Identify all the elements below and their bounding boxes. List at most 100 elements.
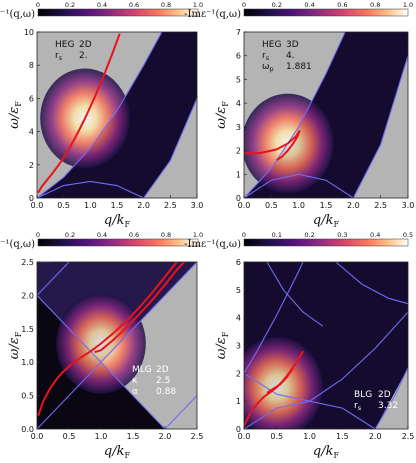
annotation-label-main: HEG [262, 40, 281, 50]
annotation-label: rs [262, 51, 270, 62]
colorbar: 0 0.1 0.2 0.3 0.4 0.5 -Imε⁻¹(q,ω) [184, 231, 413, 250]
annotation-label: rs [55, 51, 63, 62]
colorbar-tick-label: 1.0 [403, 1, 413, 9]
y-axis-label: ω/εF [214, 101, 230, 129]
colorbar-tick-label: 0.4 [97, 231, 107, 239]
x-tick-label: 2.5 [164, 201, 177, 210]
colorbar-tick-label: 0.2 [304, 231, 314, 239]
annotation-value: 2. [79, 51, 88, 61]
continuum-boundary-line [143, 98, 197, 198]
y-tick-label: 3 [236, 342, 241, 351]
colorbar-tick-label: 0.2 [65, 231, 75, 239]
annotation-label-main: HEG [55, 40, 74, 50]
y-tick-label: 0 [29, 194, 34, 203]
continuum-boundary-line [244, 32, 346, 198]
continuum-boundary-line [37, 32, 163, 198]
x-tick-label: 2.5 [402, 432, 415, 441]
colorbar-tick-label: 0 [242, 1, 246, 9]
plasmon-dispersion-line-lower [94, 262, 185, 354]
colorbar-tick-label: 0.8 [370, 1, 380, 9]
y-tick-label: 2 [236, 369, 241, 378]
y-tick-label: 4 [29, 128, 34, 137]
annotation-label-subscript: s [266, 54, 270, 62]
parameter-annotation: MLG 2D κ 2.5 α 0.88 [132, 365, 176, 397]
annotation-label-main: ω [262, 62, 270, 72]
x-tick-label: 1.0 [84, 201, 97, 210]
y-tick-label: 1.0 [21, 358, 34, 367]
annotation-label-main: r [262, 51, 266, 61]
colorbar-tick-label: 0.5 [403, 231, 413, 239]
colorbar-title: -Imε⁻¹(q,ω) [184, 9, 241, 20]
continuum-boundary-line [374, 367, 408, 429]
y-tick-label: 5 [236, 75, 241, 84]
annotation-label: MLG [132, 365, 152, 375]
colorbar-tick-label: 0.8 [161, 231, 171, 239]
colorbar-tick-label: 1.0 [193, 231, 203, 239]
continuum-boundary-line [37, 295, 166, 429]
x-axis-label-subscript: F [334, 451, 340, 460]
colorbar-tick-label: 0.6 [129, 231, 139, 239]
annotation-label-main: BLG [354, 390, 372, 400]
continuum-boundary-line [244, 173, 354, 198]
intensity-hotspot [244, 337, 323, 429]
x-tick-label: 2.5 [374, 201, 387, 210]
colorbar-title: -Imε⁻¹(q,ω) [184, 239, 241, 250]
x-tick-label: 1.0 [95, 432, 108, 441]
y-axis-label-subscript: F [14, 101, 23, 107]
continuum-boundary-line [37, 180, 144, 198]
colorbar: 0 0.2 0.4 0.6 0.8 1.0 -Imε⁻¹(q,ω) [0, 1, 203, 20]
annotation-value: 2D [378, 390, 391, 400]
parameter-annotation: HEG 2D rs 2. [55, 40, 92, 62]
y-tick-label: 2 [236, 147, 241, 156]
x-tick-label: 0.0 [238, 432, 251, 441]
parameter-annotation: BLG 2D rs 3.32 [354, 390, 398, 412]
colorbar-tick-label: 0.6 [129, 1, 139, 9]
annotation-label: HEG [262, 40, 281, 50]
x-axis-label: q/kF [104, 444, 131, 460]
continuum-boundary-line [335, 262, 408, 305]
y-tick-label: 6 [29, 94, 34, 103]
annotation-value: 3D [286, 40, 299, 50]
x-tick-label: 3.0 [191, 201, 204, 210]
colorbar-gradient [243, 8, 409, 17]
x-tick-label: 0.0 [31, 201, 44, 210]
y-tick-label: 2.0 [21, 291, 34, 300]
y-axis-label-main: ω/ε [7, 107, 22, 129]
panel-4: 0 0.1 0.2 0.3 0.4 0.5 -Imε⁻¹(q,ω) 0.0 0.5 1.0 1.5 2… [184, 231, 414, 460]
annotation-value: 2.5 [156, 376, 170, 386]
x-axis-label-main: q/k [104, 213, 125, 228]
y-tick-label: 6 [236, 258, 241, 267]
annotation-value: 2D [79, 40, 92, 50]
colorbar-tick-label: 0.4 [97, 1, 107, 9]
x-axis-label: q/kF [313, 444, 340, 460]
x-tick-label: 0.5 [270, 432, 283, 441]
panel-3: 0 0.2 0.4 0.6 0.8 1.0 -Imε⁻¹(q,ω) 0.0 0.5 1.0 1.5 2… [0, 231, 203, 460]
y-axis-label: ω/εF [7, 101, 23, 129]
annotation-label: κ [132, 376, 138, 386]
y-tick-label: 1 [236, 397, 241, 406]
x-tick-label: 0.5 [265, 201, 278, 210]
annotation-label: α [132, 387, 138, 397]
continuum-boundary-line [244, 372, 310, 402]
annotation-label: BLG [354, 390, 372, 400]
colorbar-title: -Imε⁻¹(q,ω) [0, 239, 35, 250]
annotation-label-main: r [354, 401, 358, 411]
y-tick-label: 7 [236, 28, 241, 37]
y-tick-label: 3 [236, 123, 241, 132]
y-tick-label: 4 [236, 99, 241, 108]
x-tick-label: 2.5 [191, 432, 204, 441]
colorbar-tick-label: 1.0 [193, 1, 203, 9]
y-tick-label: 6 [236, 52, 241, 61]
annotation-label-subscript: p [270, 65, 274, 73]
x-tick-label: 1.0 [292, 201, 305, 210]
x-tick-label: 0.0 [238, 201, 251, 210]
y-axis-label-subscript: F [14, 331, 23, 337]
x-tick-label: 1.5 [127, 432, 140, 441]
y-axis-label-main: ω/ε [214, 337, 229, 359]
continuum-boundary-line [244, 262, 304, 374]
continuum-boundary-line [164, 395, 197, 429]
y-axis-label-subscript: F [221, 101, 230, 107]
colorbar-tick-label: 0.4 [304, 1, 314, 9]
plasmon-dispersion-line [244, 129, 301, 161]
continuum-boundary-line [266, 262, 324, 327]
